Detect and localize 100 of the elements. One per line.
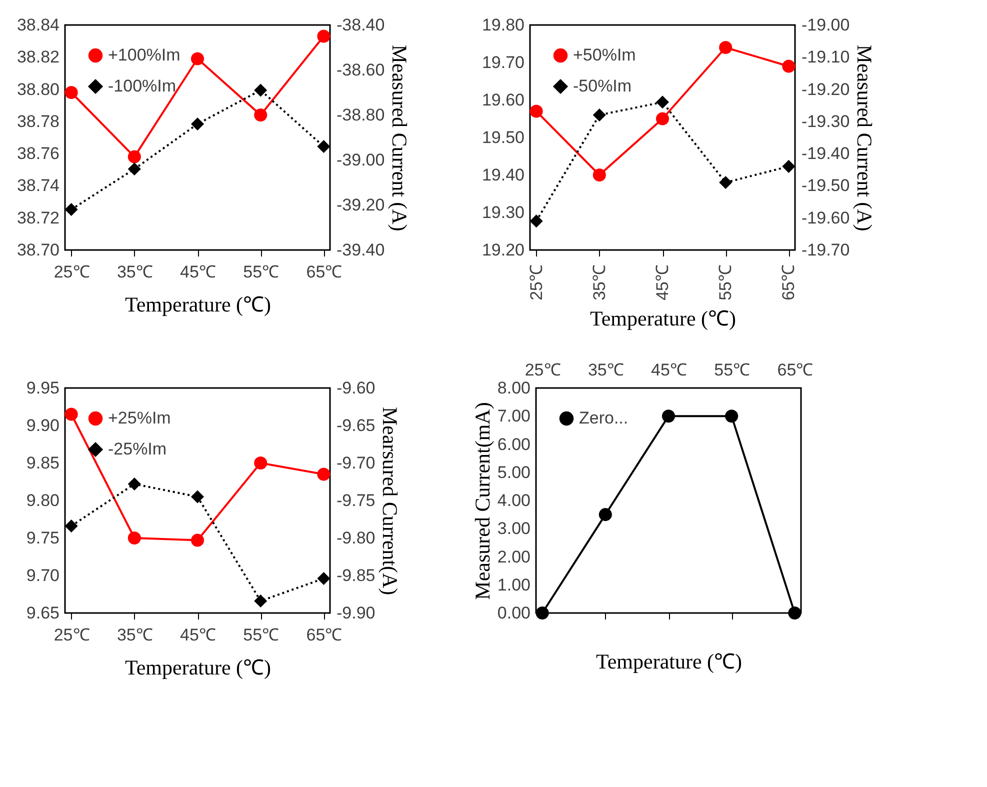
- y-tick-label: 9.65: [26, 604, 60, 622]
- y2-tick-label: -9.60: [336, 378, 376, 398]
- legend-label: -100%Im: [108, 76, 176, 96]
- legend-label: -25%Im: [108, 440, 167, 458]
- point: [190, 534, 204, 547]
- point: [719, 40, 732, 54]
- y-tick-label: 19.30: [482, 203, 524, 222]
- y-tick-label: 38.70: [16, 240, 60, 260]
- legend-label: -50%Im: [573, 76, 632, 96]
- y-tick-label: 9.80: [26, 491, 60, 510]
- point: [598, 508, 612, 522]
- y2-tick-label: -9.85: [336, 566, 376, 585]
- point: [128, 150, 141, 164]
- y2-tick-label: -9.70: [336, 454, 376, 472]
- y-tick-label: 19.70: [482, 53, 524, 72]
- x-tick-label: 35℃: [116, 626, 153, 644]
- y2-tick-label: -19.30: [802, 112, 850, 131]
- point: [719, 176, 732, 190]
- legend-label: +100%Im: [108, 46, 180, 64]
- point: [317, 468, 330, 481]
- y2-tick-label: -19.70: [802, 240, 850, 260]
- point: [530, 104, 543, 118]
- y2-tick-label: -19.20: [802, 80, 850, 99]
- x-tick-label: 65℃: [306, 262, 342, 282]
- point: [254, 594, 268, 608]
- x-axis-title: Temperature (℃): [124, 292, 272, 316]
- x-tick-label: 55℃: [714, 360, 750, 380]
- point: [317, 30, 330, 43]
- y2-axis-title: Mearsured Current(A): [378, 406, 402, 596]
- y2-tick-label: -9.90: [336, 604, 376, 622]
- y-tick-label: 9.95: [26, 378, 60, 398]
- point: [592, 108, 606, 122]
- point: [190, 490, 204, 504]
- point: [64, 86, 78, 100]
- point: [725, 410, 738, 423]
- x-tick-label: 65℃: [777, 360, 814, 380]
- y2-tick-label: -19.40: [802, 144, 850, 164]
- point: [128, 162, 141, 176]
- y2-tick-label: -38.60: [336, 60, 385, 80]
- x-tick-label: 45℃: [651, 360, 687, 380]
- y-tick-label: 38.80: [16, 80, 60, 99]
- y-tick-label: 3.00: [497, 519, 530, 538]
- y2-axis-title: Measured Current (A): [388, 44, 412, 232]
- y2-tick-label: -39.40: [336, 240, 385, 260]
- y-tick-label: 19.40: [482, 166, 524, 184]
- point: [656, 112, 670, 126]
- point: [656, 96, 670, 109]
- y-axis-title: Measured Current(mA): [470, 402, 494, 600]
- y-tick-label: 8.00: [497, 378, 530, 398]
- y2-tick-label: -19.00: [802, 16, 850, 34]
- point: [254, 84, 268, 97]
- y-tick-label: 9.85: [26, 454, 60, 472]
- point: [128, 531, 141, 545]
- x-tick-label: 25℃: [54, 262, 90, 282]
- point: [536, 606, 549, 620]
- point: [317, 140, 330, 154]
- x-tick-label: 35℃: [116, 262, 153, 282]
- y2-axis-title: Measured Current (A): [852, 44, 877, 232]
- y2-tick-label: -9.80: [336, 528, 376, 548]
- y2-tick-label: -39.20: [336, 196, 385, 214]
- y-tick-label: 19.80: [482, 16, 524, 34]
- y2-tick-label: -39.00: [336, 150, 385, 170]
- legend-label: +50%Im: [573, 46, 636, 64]
- y-tick-label: 2.00: [497, 547, 530, 566]
- point: [254, 456, 268, 470]
- legend-label: Zero...: [579, 408, 628, 428]
- y-tick-label: 38.72: [16, 208, 60, 228]
- y2-tick-label: -9.75: [336, 491, 376, 510]
- x-tick-label: 25℃: [526, 264, 546, 300]
- y-tick-label: 19.60: [482, 90, 524, 110]
- point: [64, 519, 78, 533]
- y-tick-label: 4.00: [497, 491, 530, 510]
- x-tick-label: 65℃: [779, 264, 798, 300]
- y-tick-label: 6.00: [497, 434, 530, 454]
- x-tick-label: 45℃: [180, 626, 216, 644]
- x-axis-title: Temperature (℃): [590, 306, 736, 330]
- point: [317, 572, 330, 586]
- x-tick-label: 55℃: [243, 262, 280, 282]
- point: [782, 160, 796, 173]
- point: [128, 477, 141, 491]
- y-tick-label: 9.75: [26, 528, 60, 548]
- y2-tick-label: -19.60: [802, 208, 850, 228]
- y2-tick-label: -19.10: [802, 48, 850, 67]
- x-tick-label: 25℃: [54, 626, 90, 644]
- y-tick-label: 38.76: [16, 144, 60, 164]
- y-tick-label: 38.84: [16, 16, 60, 34]
- y-tick-label: 9.70: [26, 566, 60, 585]
- point: [592, 168, 606, 182]
- y2-tick-label: -38.80: [336, 106, 385, 124]
- legend-label: +25%Im: [108, 408, 171, 428]
- x-tick-label: 35℃: [588, 360, 624, 380]
- y2-tick-label: -38.40: [336, 16, 385, 34]
- point: [662, 410, 676, 423]
- y-tick-label: 38.82: [16, 48, 60, 67]
- x-axis-title: Temperature (℃): [124, 656, 272, 680]
- x-axis-title: Temperature (℃): [596, 650, 742, 674]
- y-tick-label: 38.78: [16, 112, 60, 131]
- point: [254, 108, 268, 122]
- y-tick-label: 7.00: [497, 406, 530, 426]
- y2-tick-label: -9.65: [336, 416, 376, 435]
